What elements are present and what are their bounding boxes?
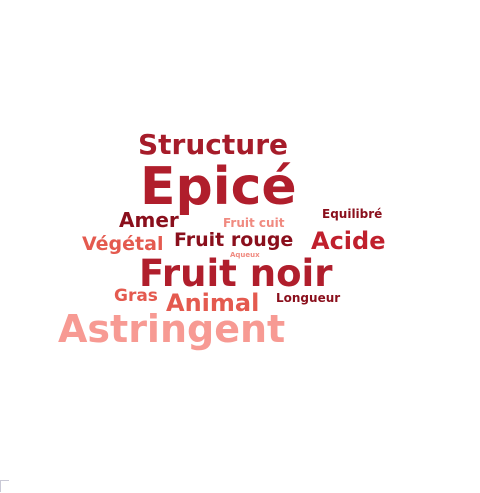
word-vegetal: Végétal	[82, 233, 164, 255]
word-fruit-rouge: Fruit rouge	[174, 229, 294, 251]
word-fruit-cuit: Fruit cuit	[223, 216, 285, 230]
corner-mark	[0, 480, 9, 492]
word-gras: Gras	[114, 286, 158, 306]
word-animal: Animal	[166, 289, 260, 317]
word-acide: Acide	[311, 227, 386, 255]
word-aqueux: Aqueux	[230, 251, 260, 259]
word-amer: Amer	[119, 208, 179, 232]
word-equilibre: Equilibré	[322, 207, 383, 221]
word-longueur: Longueur	[276, 291, 341, 305]
word-epice: Epicé	[140, 157, 297, 217]
word-structure: Structure	[138, 128, 289, 161]
word-astringent: Astringent	[58, 307, 286, 351]
word-fruit-noir: Fruit noir	[139, 252, 333, 295]
